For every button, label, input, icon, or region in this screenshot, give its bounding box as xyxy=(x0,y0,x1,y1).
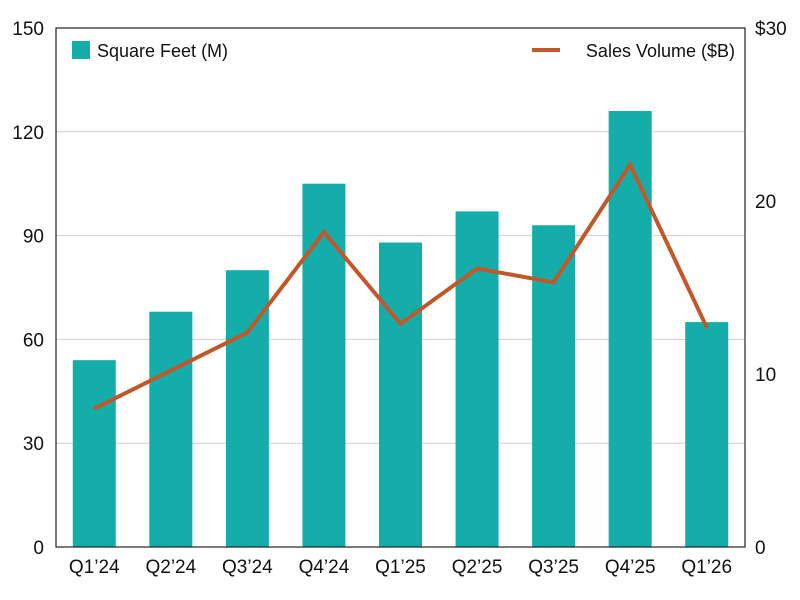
right-tick-label: 20 xyxy=(755,192,776,213)
plot-frame xyxy=(55,27,746,548)
bar-1 xyxy=(72,360,116,547)
bar-6 xyxy=(455,211,499,547)
x-tick-label: Q1’25 xyxy=(375,557,426,578)
x-tick-label: Q3’24 xyxy=(222,557,273,578)
right-tick-label: $30 xyxy=(755,19,787,40)
right-tick-label: 0 xyxy=(755,538,766,559)
x-axis-ticks: Q1’24 Q2’24 Q3’24 Q4’24 Q1’25 Q2’25 Q3’25 Q4’25… xyxy=(69,557,732,578)
line-point-7 xyxy=(552,280,556,284)
x-tick-label: Q4’24 xyxy=(299,557,350,578)
legend-bar-swatch xyxy=(72,41,90,59)
line-point-3 xyxy=(245,330,249,334)
bar-series xyxy=(72,111,729,547)
bar-2 xyxy=(149,311,193,547)
legend: Square Feet (M) Sales Volume ($B) xyxy=(72,41,735,61)
bar-7 xyxy=(532,225,576,547)
bar-8 xyxy=(608,111,652,547)
line-series xyxy=(92,160,709,411)
left-tick-label: 120 xyxy=(12,123,44,144)
line-point-6 xyxy=(475,266,479,270)
left-tick-label: 30 xyxy=(23,434,44,455)
left-tick-label: 90 xyxy=(23,227,44,248)
line-point-2 xyxy=(169,369,173,373)
plot-border xyxy=(55,27,746,548)
right-tick-label: 10 xyxy=(755,365,776,386)
x-tick-label: Q4’25 xyxy=(605,557,656,578)
x-tick-label: Q1’24 xyxy=(69,557,120,578)
right-axis-ticks: 0 10 20 $30 xyxy=(755,19,787,559)
legend-line-label: Sales Volume ($B) xyxy=(586,41,735,61)
bar-9 xyxy=(685,322,729,547)
left-axis-ticks: 0 30 60 90 120 150 xyxy=(12,19,44,559)
x-tick-label: Q3’25 xyxy=(528,557,579,578)
bar-5 xyxy=(379,242,422,547)
line-point-4 xyxy=(322,230,326,234)
line-point-1 xyxy=(92,407,96,411)
left-tick-label: 0 xyxy=(33,538,44,559)
left-tick-label: 150 xyxy=(12,19,44,40)
x-tick-label: Q2’24 xyxy=(145,557,196,578)
bar-4 xyxy=(302,183,346,547)
legend-bar-label: Square Feet (M) xyxy=(97,41,228,61)
line-point-5 xyxy=(399,322,402,326)
left-tick-label: 60 xyxy=(23,330,44,351)
line-point-8 xyxy=(628,163,632,167)
x-tick-label: Q1’26 xyxy=(681,557,732,578)
x-tick-label: Q2’25 xyxy=(452,557,503,578)
line-point-9 xyxy=(705,325,709,329)
